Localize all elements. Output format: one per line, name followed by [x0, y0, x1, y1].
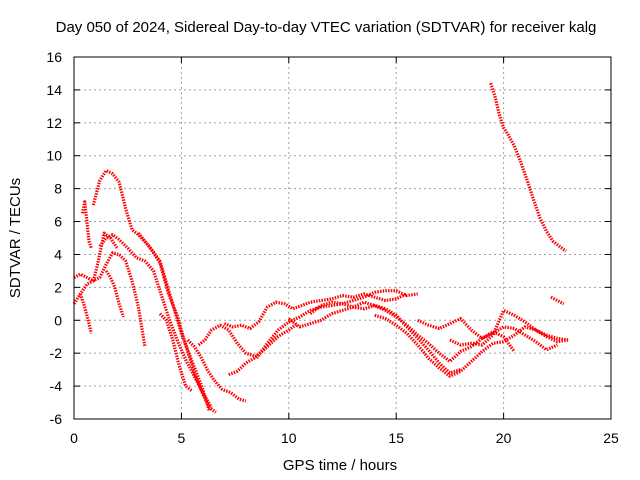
- series-arc-6: [98, 233, 213, 409]
- y-tick-label: -2: [50, 345, 63, 361]
- series-arc-4: [73, 231, 119, 283]
- axis-ticks: 0 5 10 15 20 25 -6 -4 -2 0 2 4 6 8 10 12 14 16: [46, 49, 619, 446]
- grid-lines: [74, 57, 611, 419]
- y-tick-label: 12: [46, 115, 62, 131]
- series-arc-9: [158, 312, 194, 393]
- x-tick-label: 25: [603, 430, 619, 446]
- x-tick-label: 20: [496, 430, 512, 446]
- y-tick-label: -6: [50, 411, 63, 427]
- y-tick-label: 2: [54, 279, 62, 295]
- x-tick-label: 5: [178, 430, 186, 446]
- series-arc-21: [550, 295, 565, 306]
- series-arc-7: [104, 270, 125, 318]
- series-arc-16: [309, 300, 558, 363]
- y-tick-label: 16: [46, 49, 62, 65]
- y-axis-label: SDTVAR / TECUs: [7, 178, 24, 298]
- x-tick-label: 0: [70, 430, 78, 446]
- plot-frame: [73, 56, 612, 420]
- y-tick-label: 0: [54, 312, 62, 328]
- y-tick-label: 8: [54, 181, 62, 197]
- series-arc-10: [186, 338, 247, 403]
- x-axis-label: GPS time / hours: [283, 457, 397, 474]
- series-arc-19: [449, 308, 569, 347]
- y-tick-label: 14: [46, 82, 62, 98]
- series-arc-18: [417, 317, 516, 353]
- y-tick-label: 4: [54, 246, 62, 262]
- x-tick-label: 15: [388, 430, 404, 446]
- y-tick-label: 10: [46, 148, 62, 164]
- series-arc-5: [78, 293, 93, 334]
- series-arc-11: [197, 323, 280, 359]
- y-tick-label: 6: [54, 214, 62, 230]
- chart-title: Day 050 of 2024, Sidereal Day-to-day VTE…: [56, 19, 597, 36]
- series-arc-2: [81, 200, 93, 249]
- series-arc-15: [287, 303, 462, 375]
- y-tick-label: -4: [50, 378, 63, 394]
- series-arc-1: [72, 251, 147, 347]
- series-arc-20: [489, 82, 567, 253]
- x-tick-label: 10: [281, 430, 297, 446]
- series-arc-8: [137, 232, 217, 414]
- series-arc-17: [374, 313, 569, 378]
- plot-series: [72, 82, 569, 414]
- series-arc-13: [223, 292, 408, 331]
- series-arc-14: [255, 289, 418, 360]
